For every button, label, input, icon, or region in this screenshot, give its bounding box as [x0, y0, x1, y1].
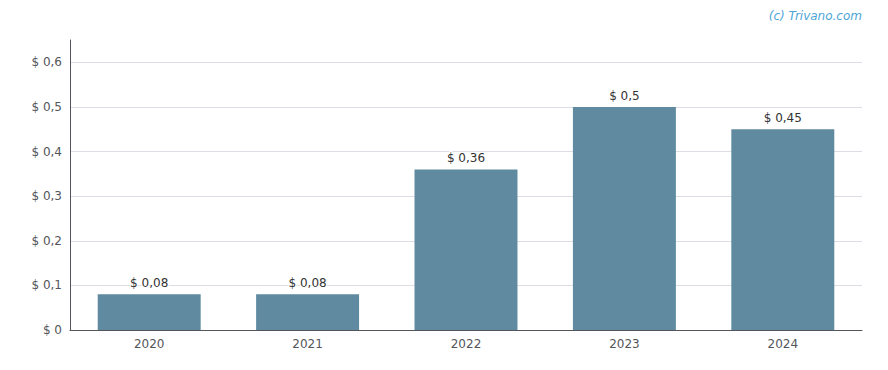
- svg-text:$ 0,45: $ 0,45: [764, 111, 802, 125]
- svg-text:$ 0,08: $ 0,08: [130, 276, 168, 290]
- svg-text:$ 0,4: $ 0,4: [31, 145, 62, 159]
- svg-text:$ 0,5: $ 0,5: [31, 100, 62, 114]
- svg-text:2022: 2022: [451, 337, 482, 351]
- svg-text:$ 0: $ 0: [43, 323, 62, 337]
- svg-text:$ 0,6: $ 0,6: [31, 55, 62, 69]
- svg-text:2021: 2021: [292, 337, 323, 351]
- svg-text:$ 0,1: $ 0,1: [31, 278, 62, 292]
- svg-text:$ 0,36: $ 0,36: [447, 151, 485, 165]
- svg-text:$ 0,3: $ 0,3: [31, 189, 62, 203]
- svg-text:$ 0,08: $ 0,08: [289, 276, 327, 290]
- svg-text:(c) Trivano.com: (c) Trivano.com: [769, 9, 862, 23]
- svg-text:$ 0,2: $ 0,2: [31, 234, 62, 248]
- svg-text:2020: 2020: [134, 337, 165, 351]
- svg-text:2024: 2024: [768, 337, 799, 351]
- svg-text:$ 0,5: $ 0,5: [609, 89, 640, 103]
- svg-text:2023: 2023: [609, 337, 640, 351]
